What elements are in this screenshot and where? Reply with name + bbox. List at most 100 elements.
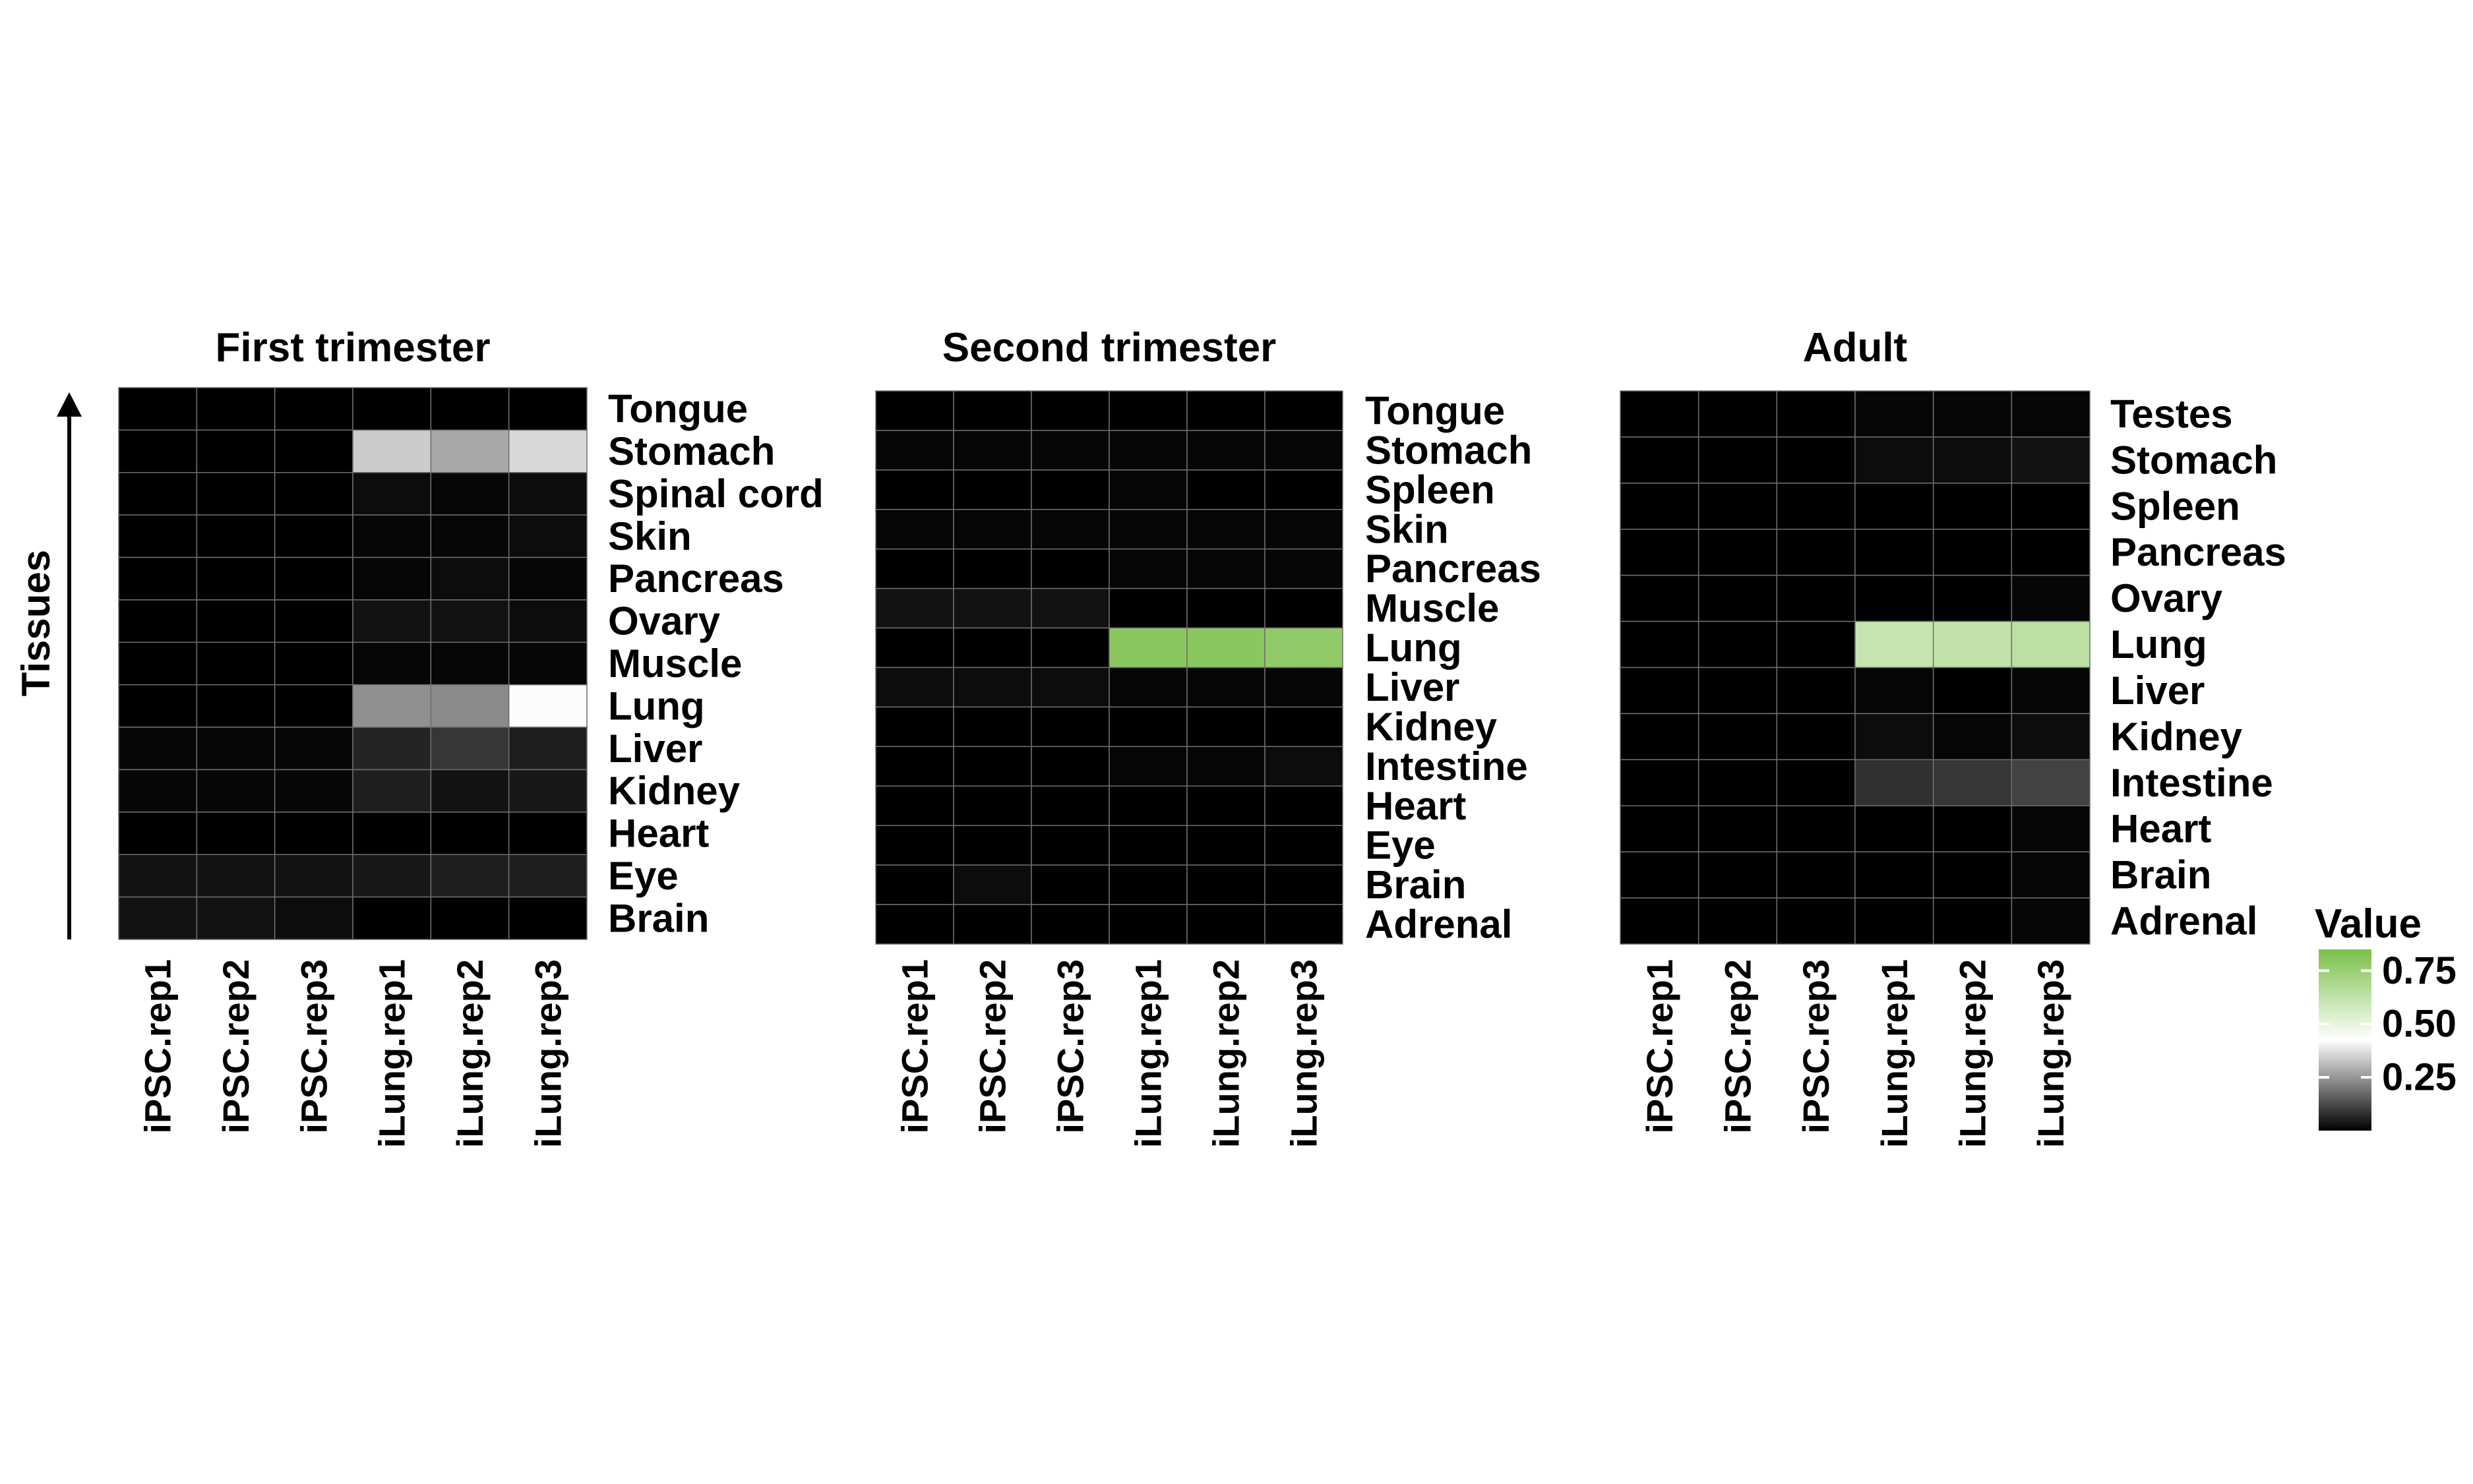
heatmap-cell	[1854, 667, 1934, 715]
row-label: Stomach	[1365, 428, 1532, 472]
heatmap-cell	[1620, 713, 1699, 761]
row-label: Spinal cord	[608, 471, 824, 516]
heatmap-cell	[430, 514, 510, 558]
heatmap-cell	[1186, 706, 1266, 748]
row-label: Kidney	[608, 769, 741, 813]
heatmap-cell	[1620, 574, 1699, 622]
color-legend: Value 0.25 0.50 0.75	[2315, 901, 2457, 1131]
heatmap-cell	[2011, 667, 2091, 715]
row-label: Stomach	[2110, 438, 2277, 482]
row-label: Ovary	[608, 599, 721, 643]
heatmap-cell	[875, 548, 954, 589]
column-label: iPSC.rep2	[1717, 959, 1759, 1134]
heatmap-cell	[196, 429, 276, 473]
heatmap-cell	[1932, 529, 2013, 576]
heatmap-cell	[1776, 759, 1856, 807]
heatmap-cell	[1854, 390, 1934, 438]
heatmap-cell	[118, 812, 198, 855]
heatmap-cell	[1264, 587, 1343, 629]
heatmap-cell	[352, 684, 432, 728]
heatmap-cell	[118, 854, 198, 898]
row-label: Skin	[608, 514, 692, 558]
heatmap-cell	[953, 430, 1032, 471]
heatmap-cell	[352, 854, 432, 898]
heatmap-cell	[1854, 483, 1934, 530]
heatmap-cell	[2011, 574, 2091, 622]
row-label: Adrenal	[2110, 899, 2257, 943]
row-label: Pancreas	[1365, 547, 1541, 591]
heatmap-cell	[1186, 904, 1266, 945]
heatmap-cell	[352, 769, 432, 813]
heatmap-cell	[1186, 509, 1266, 550]
heatmap-cell	[430, 387, 510, 431]
row-label: Liver	[2110, 668, 2205, 713]
panel-title: Adult	[1803, 325, 1907, 371]
heatmap-cell	[352, 812, 432, 855]
heatmap-cell	[2011, 897, 2091, 945]
heatmap-cell	[1264, 548, 1343, 589]
heatmap-cell	[1932, 667, 2013, 715]
row-label: Kidney	[1365, 705, 1498, 749]
heatmap-cell	[508, 727, 588, 771]
heatmap-cell	[1264, 706, 1343, 748]
heatmap-cell	[953, 548, 1032, 589]
heatmap-cell	[508, 514, 588, 558]
row-label: Intestine	[2110, 761, 2273, 805]
heatmap-cell	[953, 904, 1032, 945]
heatmap-cell	[430, 727, 510, 771]
column-label: iPSC.rep1	[1639, 959, 1680, 1134]
heatmap-cell	[1932, 805, 2013, 852]
heatmap-cell	[196, 812, 276, 855]
heatmap-cell	[1697, 529, 1778, 576]
row-label: Brain	[2110, 853, 2211, 897]
heatmap-cell	[196, 684, 276, 728]
row-label: Muscle	[1365, 586, 1499, 630]
heatmap-cell	[1854, 436, 1934, 484]
heatmap-cell	[953, 509, 1032, 550]
heatmap-cell	[274, 429, 353, 473]
heatmap-cell	[430, 472, 510, 516]
heatmap-cell	[196, 556, 276, 601]
heatmap-cell	[508, 684, 588, 728]
row-label: Liver	[1365, 665, 1459, 709]
heatmap-cell	[1854, 529, 1934, 576]
row-label: Lung	[1365, 626, 1462, 670]
heatmap-cell	[1697, 667, 1778, 715]
heatmap-cell	[430, 812, 510, 855]
heatmap-cell	[2011, 620, 2091, 668]
heatmap-cell	[352, 472, 432, 516]
heatmap-cell	[1109, 509, 1188, 550]
heatmap-cell	[953, 746, 1032, 787]
heatmap-cell	[1697, 805, 1778, 852]
heatmap-cell	[118, 727, 198, 771]
heatmap-cell	[196, 641, 276, 686]
heatmap-cell	[1031, 706, 1110, 748]
column-label: iLung.rep2	[1206, 959, 1247, 1148]
heatmap-cell	[508, 769, 588, 813]
row-label: Lung	[2110, 622, 2207, 667]
row-label: Eye	[1365, 823, 1436, 868]
heatmap-cell	[875, 430, 954, 471]
heatmap-cell	[352, 727, 432, 771]
row-label: Muscle	[608, 641, 742, 686]
column-label: iPSC.rep2	[972, 959, 1014, 1134]
heatmap-cell	[196, 769, 276, 813]
heatmap-cell	[1854, 851, 1934, 899]
heatmap-cell	[1186, 390, 1266, 431]
heatmap-cell	[118, 429, 198, 473]
row-label: Adrenal	[1365, 903, 1512, 947]
legend-tick-label: 0.75	[2382, 949, 2457, 992]
heatmap-cell	[1186, 864, 1266, 905]
heatmap-cell	[2011, 390, 2091, 438]
row-label: Liver	[608, 727, 702, 771]
heatmap-cell	[1186, 785, 1266, 826]
heatmap-cell	[118, 387, 198, 431]
row-label: Pancreas	[608, 556, 784, 601]
heatmap-cell	[1854, 805, 1934, 852]
column-label: iLung.rep2	[1952, 959, 1994, 1148]
heatmap-cell	[1854, 574, 1934, 622]
heatmap-cell	[875, 627, 954, 668]
heatmap-cell	[875, 667, 954, 708]
heatmap-cell	[274, 472, 353, 516]
